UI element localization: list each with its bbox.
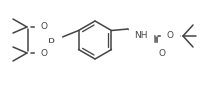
Text: O: O [40, 48, 48, 58]
Text: O: O [40, 23, 48, 31]
Text: O: O [166, 31, 174, 41]
Text: NH: NH [134, 31, 148, 41]
Text: O: O [158, 48, 166, 58]
Text: B: B [48, 35, 56, 45]
